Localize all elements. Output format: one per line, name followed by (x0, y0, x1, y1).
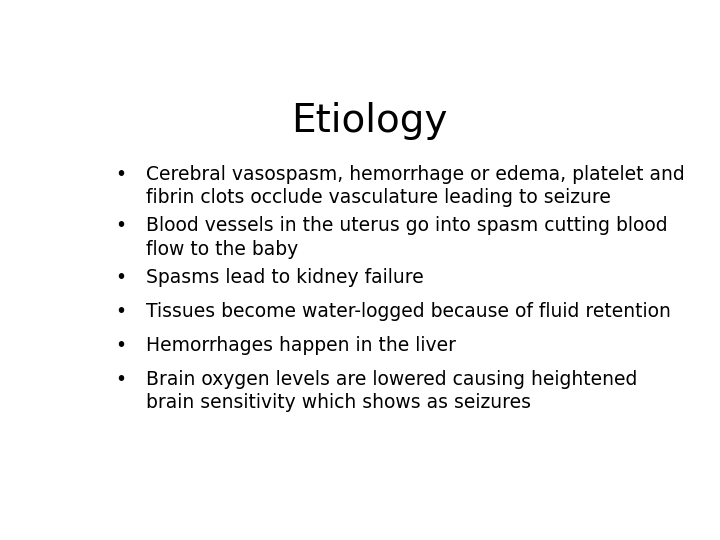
Text: •: • (115, 165, 126, 184)
Text: Brain oxygen levels are lowered causing heightened
brain sensitivity which shows: Brain oxygen levels are lowered causing … (145, 370, 637, 413)
Text: •: • (115, 370, 126, 389)
Text: Spasms lead to kidney failure: Spasms lead to kidney failure (145, 268, 423, 287)
Text: •: • (115, 216, 126, 235)
Text: Hemorrhages happen in the liver: Hemorrhages happen in the liver (145, 336, 456, 355)
Text: Blood vessels in the uterus go into spasm cutting blood
flow to the baby: Blood vessels in the uterus go into spas… (145, 216, 667, 259)
Text: Etiology: Etiology (291, 102, 447, 140)
Text: •: • (115, 302, 126, 321)
Text: •: • (115, 336, 126, 355)
Text: Cerebral vasospasm, hemorrhage or edema, platelet and
fibrin clots occlude vascu: Cerebral vasospasm, hemorrhage or edema,… (145, 165, 685, 207)
Text: •: • (115, 268, 126, 287)
Text: Tissues become water-logged because of fluid retention: Tissues become water-logged because of f… (145, 302, 670, 321)
